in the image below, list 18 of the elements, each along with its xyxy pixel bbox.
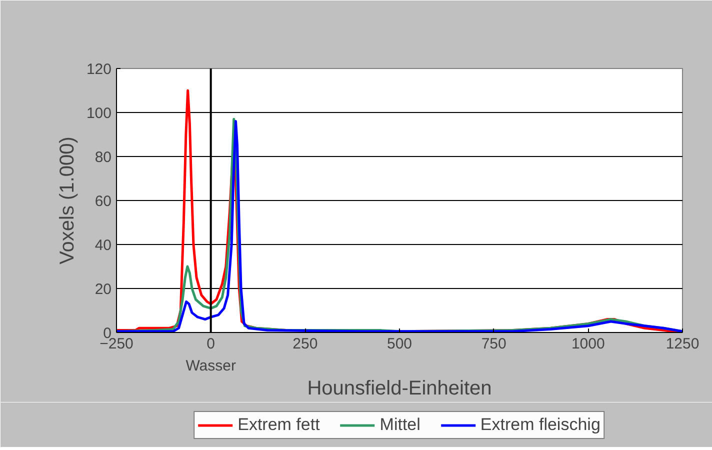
ref-line-label: Wasser [186, 358, 236, 374]
y-tick-label: 60 [94, 193, 112, 210]
y-axis-title: Voxels (1.000) [56, 136, 78, 264]
y-tick-label: 20 [94, 281, 112, 298]
x-tick-label: 750 [481, 336, 506, 352]
legend-label: Extrem fett [238, 414, 320, 434]
y-tick-label: 40 [94, 237, 112, 254]
x-tick-label: 500 [386, 336, 412, 352]
y-tick-label: 100 [86, 105, 112, 122]
y-tick-label: 80 [94, 149, 112, 166]
x-tick-label: 1250 [666, 336, 700, 352]
x-tick-label: 1000 [571, 336, 605, 352]
y-tick-label: 120 [86, 61, 112, 78]
legend-label: Extrem fleischig [480, 414, 600, 434]
x-tick-label: 0 [206, 336, 216, 352]
x-axis-title: Hounsfield-Einheiten [307, 378, 492, 400]
legend-label: Mittel [380, 414, 420, 434]
x-tick-label: 250 [292, 336, 318, 352]
